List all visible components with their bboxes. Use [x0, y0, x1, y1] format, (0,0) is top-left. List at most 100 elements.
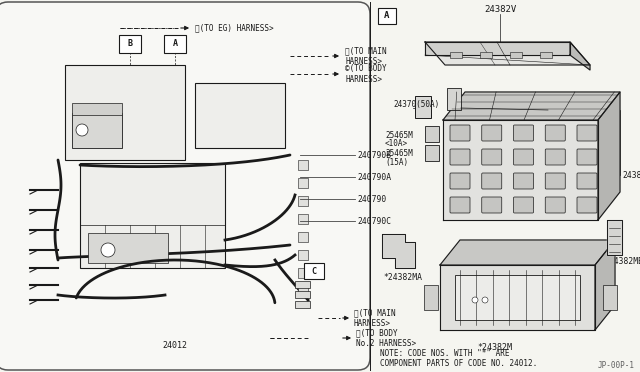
Text: B: B — [127, 39, 132, 48]
Bar — [298, 214, 308, 224]
Bar — [425, 145, 439, 161]
FancyBboxPatch shape — [577, 149, 597, 165]
Bar — [447, 88, 461, 110]
FancyBboxPatch shape — [482, 149, 502, 165]
Text: C: C — [312, 266, 317, 276]
Text: 240790B: 240790B — [357, 151, 391, 160]
FancyBboxPatch shape — [513, 149, 534, 165]
Bar — [298, 160, 308, 170]
Polygon shape — [595, 240, 615, 330]
Text: No.2 HARNESS>: No.2 HARNESS> — [356, 339, 416, 347]
FancyBboxPatch shape — [482, 197, 502, 213]
Bar — [424, 285, 438, 310]
Bar — [295, 281, 310, 288]
Bar — [195, 83, 285, 148]
FancyBboxPatch shape — [450, 173, 470, 189]
Text: ⓔ(TO BODY: ⓔ(TO BODY — [356, 328, 397, 337]
Bar — [480, 52, 492, 58]
FancyBboxPatch shape — [450, 149, 470, 165]
Text: A: A — [173, 39, 177, 48]
Circle shape — [76, 124, 88, 136]
Text: 240790C: 240790C — [357, 217, 391, 225]
Bar — [295, 291, 310, 298]
Bar — [72, 113, 122, 148]
Bar — [65, 65, 185, 160]
Text: HARNESS>: HARNESS> — [345, 58, 382, 67]
Text: 24382V: 24382V — [484, 6, 516, 15]
Bar — [450, 52, 462, 58]
Circle shape — [101, 243, 115, 257]
Polygon shape — [598, 92, 620, 220]
FancyBboxPatch shape — [545, 197, 565, 213]
FancyBboxPatch shape — [577, 125, 597, 141]
Text: ⓐ(TO EG) HARNESS>: ⓐ(TO EG) HARNESS> — [195, 23, 274, 32]
FancyBboxPatch shape — [482, 125, 502, 141]
Polygon shape — [440, 240, 615, 265]
Text: 24383P: 24383P — [622, 170, 640, 180]
Circle shape — [482, 297, 488, 303]
Text: NOTE: CODE NOS. WITH "*" ARE: NOTE: CODE NOS. WITH "*" ARE — [380, 350, 509, 359]
Polygon shape — [425, 42, 590, 65]
Text: COMPONENT PARTS OF CODE NO. 24012.: COMPONENT PARTS OF CODE NO. 24012. — [380, 359, 537, 368]
FancyBboxPatch shape — [304, 263, 324, 279]
Text: 25465M: 25465M — [385, 131, 413, 140]
FancyBboxPatch shape — [450, 125, 470, 141]
Text: HARNESS>: HARNESS> — [354, 318, 391, 327]
Polygon shape — [443, 92, 620, 120]
Text: *24382M: *24382M — [477, 343, 513, 353]
FancyBboxPatch shape — [545, 173, 565, 189]
Text: 24012: 24012 — [163, 340, 188, 350]
Bar — [298, 178, 308, 188]
Text: ⓑ(TO MAIN: ⓑ(TO MAIN — [345, 46, 387, 55]
FancyBboxPatch shape — [513, 173, 534, 189]
Text: HARNESS>: HARNESS> — [345, 76, 382, 84]
Bar — [298, 232, 308, 242]
Bar — [603, 285, 617, 310]
Bar — [80, 163, 225, 268]
FancyBboxPatch shape — [577, 197, 597, 213]
Bar — [72, 103, 122, 115]
Polygon shape — [570, 42, 590, 70]
Text: <10A>: <10A> — [385, 140, 408, 148]
Text: 24391: 24391 — [548, 106, 572, 115]
Text: 25465M: 25465M — [385, 148, 413, 157]
FancyBboxPatch shape — [513, 125, 534, 141]
Polygon shape — [440, 265, 595, 330]
Bar — [298, 196, 308, 206]
FancyBboxPatch shape — [119, 35, 141, 53]
Bar — [415, 96, 431, 118]
FancyBboxPatch shape — [482, 173, 502, 189]
Bar — [510, 52, 522, 58]
Circle shape — [472, 297, 478, 303]
Polygon shape — [382, 234, 415, 268]
Text: 240790: 240790 — [357, 195, 387, 203]
Bar — [298, 286, 308, 296]
FancyBboxPatch shape — [513, 197, 534, 213]
Text: (15A): (15A) — [385, 157, 408, 167]
FancyBboxPatch shape — [545, 125, 565, 141]
Text: 24370(50A): 24370(50A) — [393, 100, 439, 109]
Text: *24382MA: *24382MA — [383, 273, 422, 282]
Text: JP-00P-1: JP-00P-1 — [598, 362, 635, 371]
FancyBboxPatch shape — [577, 173, 597, 189]
Text: A: A — [384, 12, 390, 20]
Polygon shape — [425, 42, 570, 55]
Bar — [455, 275, 580, 320]
Text: ©(TO BODY: ©(TO BODY — [345, 64, 387, 74]
Bar — [298, 250, 308, 260]
Polygon shape — [607, 220, 622, 255]
Bar — [378, 8, 396, 24]
FancyBboxPatch shape — [164, 35, 186, 53]
FancyBboxPatch shape — [450, 197, 470, 213]
Polygon shape — [443, 120, 598, 220]
Bar — [295, 301, 310, 308]
Text: ⓓ(TO MAIN: ⓓ(TO MAIN — [354, 308, 396, 317]
FancyBboxPatch shape — [0, 2, 370, 370]
Bar — [540, 52, 552, 58]
FancyBboxPatch shape — [545, 149, 565, 165]
Text: *24382MB: *24382MB — [604, 257, 640, 266]
Bar — [298, 268, 308, 278]
Bar — [425, 126, 439, 142]
Text: 240790A: 240790A — [357, 173, 391, 182]
Bar — [88, 233, 168, 263]
